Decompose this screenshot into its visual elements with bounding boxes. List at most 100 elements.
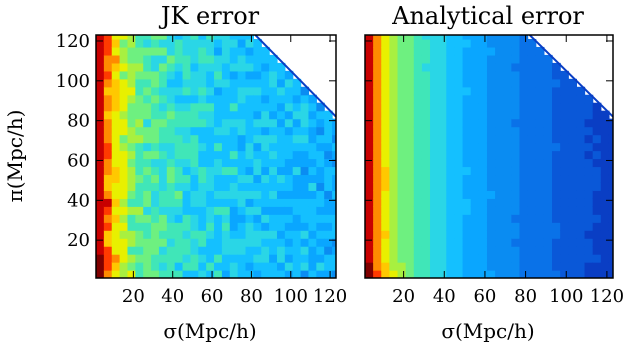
heatmap-cell-261	[158, 166, 168, 176]
heatmap-cell-438	[478, 238, 488, 247]
heatmap-cell-5	[365, 230, 374, 239]
heatmap-cell-415	[198, 174, 207, 183]
heatmap-cell-630	[527, 190, 537, 199]
heatmap-cell-139	[397, 150, 407, 160]
heatmap-cell-146	[127, 94, 136, 104]
heatmap-cell-131	[397, 214, 407, 223]
heatmap-cell-815	[308, 222, 317, 231]
heatmap-cell-426	[470, 86, 480, 96]
heatmap-cell-561	[237, 246, 247, 255]
heatmap-cell-658	[535, 206, 545, 215]
heatmap-cell-360	[454, 118, 464, 128]
heatmap-cell-87	[381, 70, 390, 80]
heatmap-cell-440	[478, 222, 488, 231]
x-tick-label: 120	[590, 286, 624, 307]
heatmap-cell-857	[600, 246, 610, 255]
heatmap-cell-205	[413, 118, 423, 128]
heatmap-cell-809	[308, 270, 317, 278]
heatmap-cell-275	[158, 54, 168, 64]
heatmap-cell-4	[365, 238, 374, 247]
heatmap-cell-844	[316, 174, 325, 183]
heatmap-cell-225	[151, 206, 160, 215]
heatmap-cell-359	[454, 126, 464, 136]
heatmap-cell-234	[421, 134, 431, 144]
heatmap-cell-716	[276, 198, 286, 207]
heatmap-cell-308	[438, 38, 447, 48]
heatmap-cell-198	[143, 174, 152, 183]
heatmap-cell-791	[576, 222, 586, 231]
heatmap-cell-465	[486, 270, 496, 278]
heatmap-cell-774	[292, 158, 302, 168]
heatmap-cell-371	[182, 35, 192, 40]
heatmap-cell-434	[478, 270, 488, 278]
heatmap-cell-291	[438, 174, 447, 183]
heatmap-cell-704	[543, 70, 553, 80]
heatmap-cell-48	[373, 134, 382, 144]
heatmap-cell-463	[206, 38, 215, 48]
heatmap-cell-164	[405, 198, 415, 207]
heatmap-cell-110	[119, 134, 129, 144]
heatmap-cell-665	[535, 150, 545, 160]
heatmap-cell-573	[237, 150, 247, 160]
heatmap-cell-64	[111, 254, 121, 263]
heatmap-cell-708	[276, 262, 286, 271]
heatmap-cell-123	[119, 35, 129, 40]
heatmap-cell-866	[600, 174, 610, 183]
heatmap-cell-83	[381, 102, 390, 112]
heatmap-cell-455	[478, 102, 488, 112]
heatmap-cell-44	[373, 166, 382, 176]
heatmap-cell-124	[127, 270, 136, 278]
heatmap-cell-215	[413, 38, 423, 48]
heatmap-cell-483	[214, 126, 223, 136]
heatmap-cell-188	[413, 254, 423, 263]
heatmap-cell-688	[543, 198, 553, 207]
heatmap-cell-525	[221, 38, 231, 48]
heatmap-cell-159	[405, 238, 415, 247]
heatmap-cell-49	[373, 126, 382, 136]
heatmap-cell-203	[413, 134, 423, 144]
heatmap-cell-675	[261, 70, 270, 80]
heatmap-cell-34	[103, 246, 113, 255]
x-tick-label: 20	[392, 286, 415, 307]
heatmap-cell-442	[206, 206, 215, 215]
heatmap-cell-50	[103, 118, 113, 128]
heatmap-cell-418	[470, 150, 480, 160]
heatmap-cell-785	[300, 270, 310, 278]
heatmap-cell-874	[600, 110, 610, 120]
heatmap-cell-493	[214, 46, 223, 56]
heatmap-cell-124	[397, 270, 407, 278]
heatmap-cell-460	[478, 62, 488, 72]
x-tick-label: 40	[433, 286, 456, 307]
heatmap-cell-226	[421, 198, 431, 207]
heatmap-cell-776	[292, 142, 302, 152]
heatmap-cell-296	[438, 134, 447, 144]
heatmap-cell-861	[324, 214, 333, 223]
heatmap-cell-514	[221, 126, 231, 136]
heatmap-cell-731	[552, 78, 561, 88]
heatmap-cell-453	[478, 118, 488, 128]
heatmap-cell-616	[519, 54, 529, 64]
heatmap-cell-564	[237, 222, 247, 231]
heatmap-cell-111	[389, 126, 399, 136]
heatmap-cell-293	[166, 158, 176, 168]
heatmap-cell-435	[478, 262, 488, 271]
heatmap-cell-802	[576, 134, 586, 144]
heatmap-cell-721	[552, 158, 561, 168]
heatmap-cell-90	[381, 46, 390, 56]
heatmap-cell-789	[576, 238, 586, 247]
heatmap-cell-420	[470, 134, 480, 144]
heatmap-cell-766	[568, 222, 578, 231]
heatmap-cell-372	[190, 270, 199, 278]
heatmap-cell-681	[269, 254, 278, 263]
heatmap-cell-581	[237, 86, 247, 96]
heatmap-cell-773	[568, 166, 578, 176]
heatmap-cell-62	[111, 270, 121, 278]
heatmap-cell-640	[527, 110, 537, 120]
heatmap-cell-183	[405, 46, 415, 56]
heatmap-cell-309	[166, 35, 176, 40]
heatmap-cell-399	[190, 54, 199, 64]
heatmap-cell-39	[373, 206, 382, 215]
heatmap-cell-194	[143, 206, 152, 215]
heatmap-cell-674	[535, 78, 545, 88]
heatmap-cell-385	[190, 166, 199, 176]
